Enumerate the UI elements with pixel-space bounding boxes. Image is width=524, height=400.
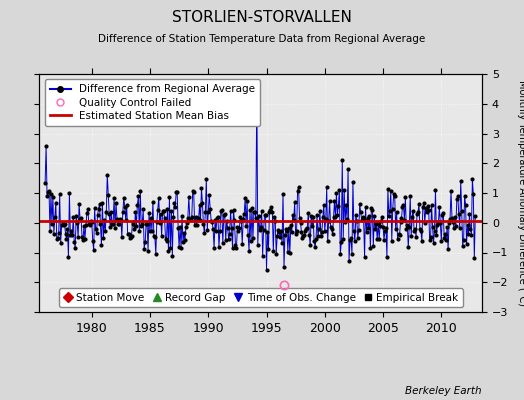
Y-axis label: Monthly Temperature Anomaly Difference (°C): Monthly Temperature Anomaly Difference (… bbox=[517, 80, 524, 306]
Text: Difference of Station Temperature Data from Regional Average: Difference of Station Temperature Data f… bbox=[99, 34, 425, 44]
Legend: Station Move, Record Gap, Time of Obs. Change, Empirical Break: Station Move, Record Gap, Time of Obs. C… bbox=[59, 288, 463, 307]
Text: STORLIEN-STORVALLEN: STORLIEN-STORVALLEN bbox=[172, 10, 352, 25]
Text: Berkeley Earth: Berkeley Earth bbox=[406, 386, 482, 396]
